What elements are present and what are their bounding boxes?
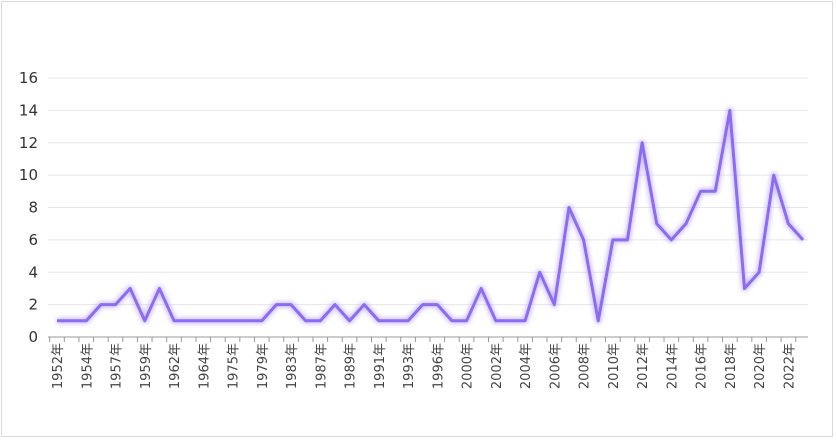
- x-tick-label: 2008年: [578, 343, 593, 389]
- y-tick-label: 2: [28, 296, 38, 314]
- y-tick-label: 10: [19, 166, 38, 184]
- y-tick-label: 6: [28, 231, 38, 249]
- x-tick-label: 2018年: [724, 343, 739, 389]
- x-tick-label: 1996年: [431, 343, 446, 389]
- y-tick-label: 4: [28, 263, 38, 281]
- x-tick-label: 2014年: [665, 343, 680, 389]
- x-tick-label: 1954年: [80, 343, 95, 389]
- x-tick-label: 1962年: [168, 343, 183, 389]
- x-tick-label: 1979年: [256, 343, 271, 389]
- x-tick-label: 2012年: [636, 343, 651, 389]
- y-axis: 0 2 4 6 8 10 12 14 16: [19, 69, 38, 346]
- x-tick-label: 2000年: [461, 343, 476, 389]
- x-tick-label: 2002年: [490, 343, 505, 389]
- x-tick-label: 1959年: [139, 343, 154, 389]
- x-tick-label: 2020年: [753, 343, 768, 389]
- x-tick-label: 1987年: [314, 343, 329, 389]
- y-tick-label: 14: [19, 101, 38, 119]
- x-tick-label: 2004年: [519, 343, 534, 389]
- x-tick-label: 1989年: [344, 343, 359, 389]
- x-tick-label: 2006年: [548, 343, 563, 389]
- y-tick-label: 12: [19, 134, 38, 152]
- gridlines: [48, 77, 808, 306]
- x-tick-label: 1957年: [110, 343, 125, 389]
- chart-frame: [1, 1, 833, 437]
- x-tick-label: 2022年: [782, 343, 797, 389]
- x-tick-label: 2010年: [607, 343, 622, 389]
- x-tick-label: 1993年: [402, 343, 417, 389]
- x-tick-label: 1991年: [373, 343, 388, 389]
- x-axis: 1952年 1954年 1957年 1959年 1962年 1964年 1975年 1979年…: [48, 336, 808, 389]
- series-line: [57, 108, 805, 323]
- y-tick-label: 8: [28, 199, 38, 217]
- series: [57, 107, 806, 324]
- x-tick-label: 1964年: [197, 343, 212, 389]
- x-tick-label: 1983年: [285, 343, 300, 389]
- y-tick-label: 16: [19, 69, 38, 87]
- x-tick-label: 1975年: [227, 343, 242, 389]
- x-tick-label: 1952年: [51, 343, 66, 389]
- y-tick-label: 0: [28, 328, 38, 346]
- x-tick-label: 2016年: [695, 343, 710, 389]
